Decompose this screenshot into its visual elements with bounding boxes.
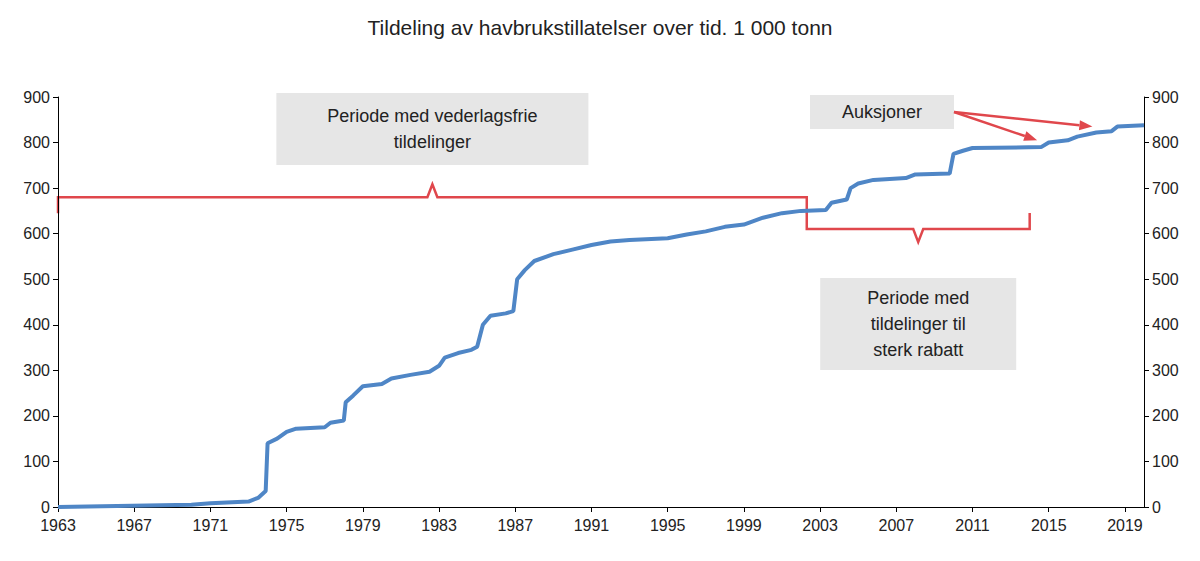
svg-text:2015: 2015	[1031, 517, 1067, 534]
svg-text:tildelinger: tildelinger	[394, 132, 471, 152]
svg-text:2003: 2003	[802, 517, 838, 534]
svg-text:2011: 2011	[955, 517, 990, 534]
svg-text:0: 0	[1152, 499, 1161, 516]
svg-text:100: 100	[23, 453, 50, 470]
svg-text:1979: 1979	[345, 517, 381, 534]
svg-text:400: 400	[1152, 316, 1179, 333]
svg-text:300: 300	[23, 362, 50, 379]
svg-text:Periode med vederlagsfrie: Periode med vederlagsfrie	[327, 106, 537, 126]
svg-text:700: 700	[23, 180, 50, 197]
svg-text:1963: 1963	[40, 517, 76, 534]
svg-text:Auksjoner: Auksjoner	[842, 102, 922, 122]
svg-text:600: 600	[23, 225, 50, 242]
svg-text:600: 600	[1152, 225, 1179, 242]
svg-text:800: 800	[23, 134, 50, 151]
svg-text:800: 800	[1152, 134, 1179, 151]
svg-text:1971: 1971	[193, 517, 229, 534]
svg-text:300: 300	[1152, 362, 1179, 379]
svg-text:400: 400	[23, 316, 50, 333]
svg-text:200: 200	[1152, 407, 1179, 424]
svg-text:2007: 2007	[879, 517, 915, 534]
svg-text:Periode med: Periode med	[867, 288, 969, 308]
svg-text:200: 200	[23, 407, 50, 424]
svg-text:500: 500	[23, 271, 50, 288]
svg-text:500: 500	[1152, 271, 1179, 288]
svg-text:0: 0	[41, 499, 50, 516]
svg-text:1991: 1991	[574, 517, 610, 534]
svg-text:1987: 1987	[497, 517, 533, 534]
svg-text:1995: 1995	[650, 517, 686, 534]
svg-text:1975: 1975	[269, 517, 305, 534]
svg-text:2019: 2019	[1107, 517, 1143, 534]
svg-text:900: 900	[23, 89, 50, 106]
svg-text:sterk rabatt: sterk rabatt	[873, 340, 963, 360]
svg-text:900: 900	[1152, 89, 1179, 106]
svg-text:100: 100	[1152, 453, 1179, 470]
svg-text:1967: 1967	[116, 517, 152, 534]
svg-text:700: 700	[1152, 180, 1179, 197]
svg-text:1999: 1999	[726, 517, 762, 534]
svg-text:tildelinger til: tildelinger til	[871, 314, 966, 334]
svg-text:1983: 1983	[421, 517, 457, 534]
svg-text:Tildeling av havbrukstillatels: Tildeling av havbrukstillatelser over ti…	[368, 16, 833, 39]
